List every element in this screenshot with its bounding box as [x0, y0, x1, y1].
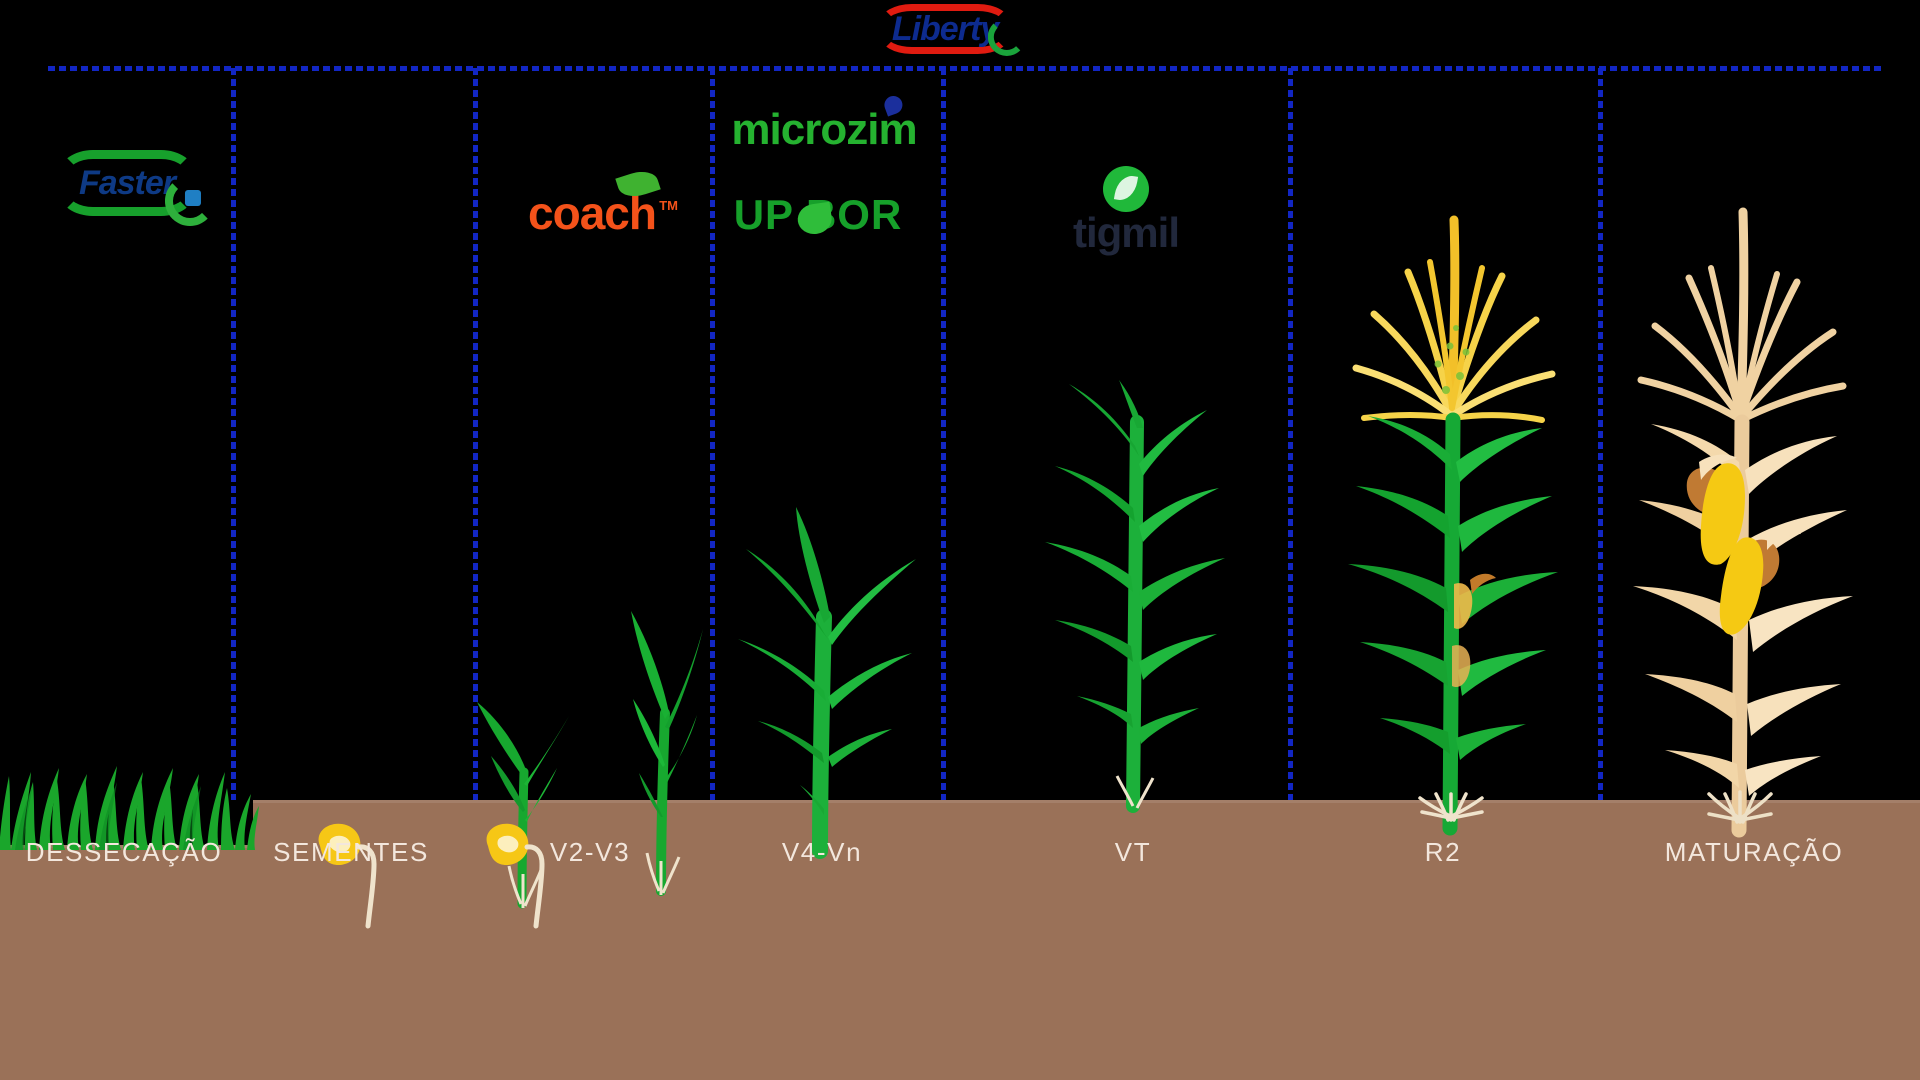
coach-wordmark: coach — [528, 187, 657, 239]
stage-label-r2: R2 — [1424, 837, 1462, 867]
faster-arc-bottom — [59, 168, 195, 216]
stage-label-vt: VT — [1114, 837, 1152, 867]
coach-logo: coach TM — [528, 166, 678, 239]
plant-seedling-small — [469, 660, 579, 910]
stage-label-v2v3: V2-V3 — [549, 837, 631, 867]
plant-seed-germinating — [480, 820, 560, 930]
plant-maturacao — [1595, 170, 1885, 838]
soil-band-left — [0, 845, 253, 1080]
timeline-divider-5 — [1288, 68, 1293, 800]
faster-wordmark: Faster — [78, 164, 176, 202]
stage-label-maturacao: MATURAÇÃO — [1664, 837, 1844, 867]
timeline-horizontal-rule — [48, 66, 1882, 71]
faster-logo: Faster — [59, 150, 216, 226]
timeline-divider-1 — [231, 68, 236, 800]
timeline-divider-4 — [941, 68, 946, 800]
timeline-divider-3 — [710, 68, 715, 800]
stage-label-dessecacao: DESSECAÇÃO — [25, 837, 223, 867]
liberty-wordmark: Liberty — [891, 10, 999, 48]
liberty-arc-bottom — [878, 14, 1011, 54]
liberty-swirl-icon — [988, 18, 1027, 56]
tigmil-leaf-badge-icon — [1103, 166, 1149, 212]
faster-arc-top — [59, 150, 195, 198]
liberty-logo: Liberty — [878, 4, 1027, 56]
timeline-divider-2 — [473, 68, 478, 800]
plant-vt — [1011, 380, 1261, 813]
plant-weeds-grass — [0, 760, 265, 850]
liberty-arc-top — [878, 4, 1011, 44]
coach-trademark: TM — [659, 198, 678, 213]
stage-label-sementes: SEMENTES — [273, 837, 429, 867]
stage-label-v4vn: V4-Vn — [781, 837, 863, 867]
plant-seedling-large — [603, 595, 723, 896]
microzim-logo: microzim — [731, 93, 918, 152]
plant-seed-buried — [312, 820, 392, 930]
tigmil-logo: tigmil — [1073, 166, 1180, 256]
tigmil-wordmark: tigmil — [1073, 209, 1180, 256]
upbor-logo: UP BOR — [734, 194, 903, 237]
plant-v4vn — [712, 505, 932, 859]
faster-swirl-icon — [165, 176, 216, 226]
faster-dot-icon — [185, 190, 202, 206]
plant-r2 — [1320, 176, 1590, 836]
timeline-divider-6 — [1598, 68, 1603, 800]
